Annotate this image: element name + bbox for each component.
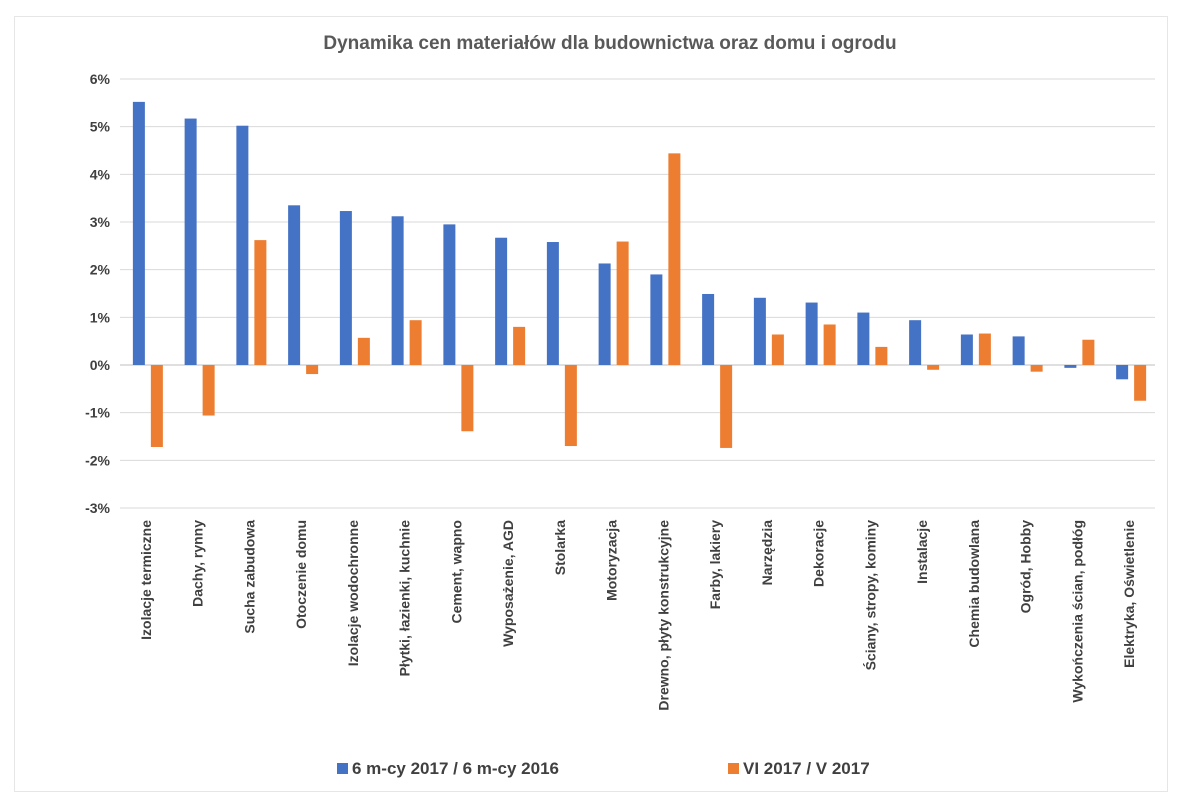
bar-series-1 [236, 125, 249, 365]
x-category-label: Sucha zabudowa [241, 520, 257, 634]
axis-labels: 6% 5% 4% 3% 2% 1% 0% -1% -2% -3% Izolacje termiczn… [85, 71, 1137, 711]
x-category-label: Motoryzacja [604, 520, 620, 601]
x-category-label: Wykończenia ścian, podłóg [1069, 520, 1085, 703]
gridlines [120, 78, 1155, 509]
bar-series-2 [668, 153, 681, 365]
x-category-label: Ściany, stropy, kominy [861, 520, 878, 671]
legend-label-series-1: 6 m-cy 2017 / 6 m-cy 2016 [352, 759, 559, 778]
y-tick-label: 4% [90, 166, 111, 182]
y-tick-label: -1% [85, 405, 110, 421]
x-category-label: Izolacje termiczne [138, 520, 154, 640]
bar-series-2 [202, 365, 215, 416]
bar-series-2 [254, 240, 267, 365]
y-tick-label: 1% [90, 309, 111, 325]
bar-series-1 [805, 302, 818, 365]
bar-series-1 [495, 237, 508, 365]
x-category-label: Ogród, Hobby [1018, 520, 1034, 614]
bar-series-2 [927, 365, 940, 370]
x-category-label: Narzędzia [759, 520, 775, 586]
x-category-label: Elektryka, Oświetlenie [1121, 520, 1137, 668]
bar-series-1 [909, 320, 922, 365]
y-tick-label: -3% [85, 500, 110, 516]
bars [132, 101, 1147, 448]
legend-swatch-series-2 [728, 763, 739, 774]
chart-title: Dynamika cen materiałów dla budownictwa … [323, 33, 897, 54]
legend-label-series-2: VI 2017 / V 2017 [743, 759, 870, 778]
bar-series-1 [598, 263, 611, 365]
y-tick-label: 6% [90, 71, 111, 87]
bar-series-2 [461, 365, 474, 432]
y-tick-label: 5% [90, 119, 111, 135]
bar-series-2 [720, 365, 733, 448]
x-category-label: Drewno, płyty konstrukcyjne [655, 520, 671, 711]
bar-series-2 [978, 333, 991, 365]
bar-series-2 [616, 241, 629, 365]
bar-series-1 [1064, 365, 1077, 368]
bar-series-2 [357, 337, 370, 365]
y-tick-label: 3% [90, 214, 111, 230]
bar-series-1 [443, 224, 456, 365]
x-category-label: Wyposażenie, AGD [500, 520, 516, 647]
legend: 6 m-cy 2017 / 6 m-cy 2016 VI 2017 / V 201… [337, 759, 870, 778]
bar-series-1 [857, 312, 870, 365]
bar-series-1 [288, 205, 301, 365]
x-category-label: Farby, lakiery [707, 520, 723, 609]
x-category-label: Dachy, rynny [190, 520, 206, 607]
bar-series-2 [875, 346, 888, 365]
x-category-label: Izolacje wodochronne [345, 520, 361, 666]
bar-series-2 [1082, 339, 1095, 365]
bar-series-2 [150, 365, 163, 447]
x-category-label: Stolarka [552, 520, 568, 575]
bar-series-1 [1012, 336, 1025, 365]
bar-series-2 [1030, 365, 1043, 372]
y-tick-label: 0% [90, 357, 111, 373]
bar-series-2 [409, 320, 422, 365]
bar-series-1 [960, 334, 973, 365]
bar-series-2 [771, 334, 784, 365]
bar-series-1 [132, 101, 145, 365]
bar-series-2 [513, 326, 526, 365]
legend-swatch-series-1 [337, 763, 348, 774]
bar-series-1 [753, 297, 766, 365]
y-tick-label: -2% [85, 452, 110, 468]
bar-series-1 [184, 118, 197, 366]
bar-series-1 [702, 293, 715, 365]
x-category-label: Chemia budowlana [966, 520, 982, 648]
x-category-label: Dekoracje [811, 520, 827, 587]
bar-series-1 [1116, 365, 1129, 380]
bar-series-1 [391, 216, 404, 365]
y-tick-label: 2% [90, 262, 111, 278]
x-category-label: Otoczenie domu [293, 520, 309, 629]
x-category-label: Cement, wapno [448, 520, 464, 623]
bar-series-2 [1134, 365, 1147, 401]
x-category-label: Płytki, łazienki, kuchnie [397, 520, 413, 677]
bar-series-2 [823, 324, 836, 365]
bar-series-1 [339, 211, 352, 365]
bar-series-1 [650, 274, 663, 365]
bar-series-2 [306, 365, 319, 375]
bar-series-2 [564, 365, 577, 447]
x-category-label: Instalacje [914, 520, 930, 584]
bar-series-1 [546, 242, 559, 365]
